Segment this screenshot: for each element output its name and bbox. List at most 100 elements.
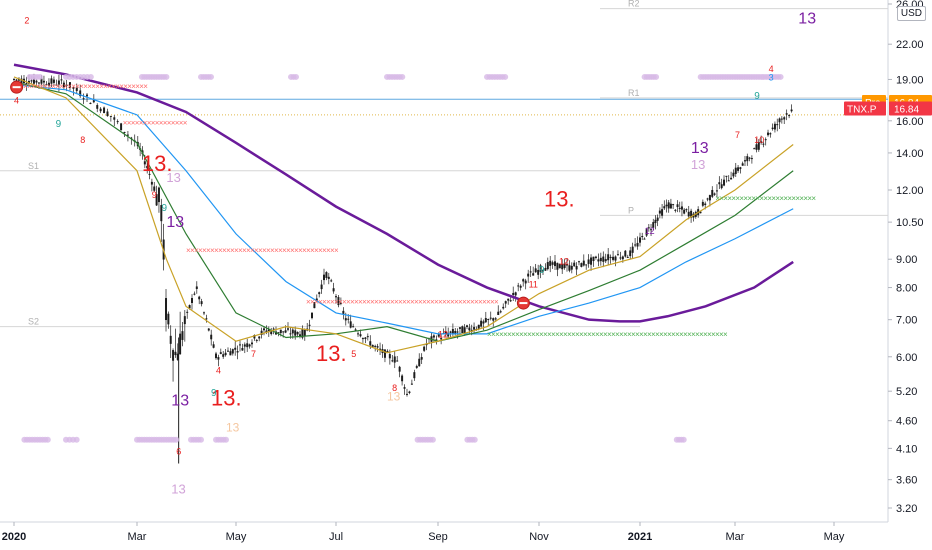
dotted-level-red: × [422, 297, 427, 306]
x-tick-label: May [824, 531, 845, 543]
candle-body [376, 346, 379, 348]
dotted-level-red: × [123, 82, 128, 91]
y-tick-label: 6.00 [896, 352, 917, 364]
candle-body [767, 132, 770, 136]
dotted-level-red: × [47, 82, 52, 91]
dotted-level-red: × [218, 246, 223, 255]
candle-body [654, 219, 657, 224]
currency-unit[interactable]: USD [896, 6, 926, 21]
candle-body [267, 329, 270, 332]
candle-body [318, 292, 321, 295]
candle-body [357, 333, 360, 335]
candle-body [106, 111, 109, 117]
candle-body [778, 118, 781, 123]
candle-body [352, 326, 355, 328]
candle-body [665, 204, 668, 207]
dot-band-marker [777, 73, 784, 80]
dotted-level-red: × [410, 297, 415, 306]
dot-band-marker [680, 436, 687, 443]
candle-body [585, 264, 588, 266]
price-value-text: 16.84 [894, 104, 919, 115]
td-count-label: 8 [80, 135, 85, 145]
candle-body [263, 328, 265, 331]
dotted-level-green: × [599, 330, 604, 339]
dotted-level-red: × [179, 118, 184, 127]
candle-body [299, 334, 301, 337]
dotted-level-red: × [139, 118, 144, 127]
candle-body [466, 325, 469, 327]
dotted-level-green: × [487, 330, 492, 339]
candle-body [179, 333, 182, 355]
dotted-level-red: × [87, 82, 92, 91]
candle-body [153, 186, 156, 191]
candle-body [415, 366, 418, 368]
dotted-level-red: × [494, 297, 499, 306]
candle-body [432, 335, 435, 338]
candle-body [301, 329, 304, 338]
candle-body [17, 79, 20, 81]
candle-body [241, 348, 244, 351]
dotted-level-red: × [338, 297, 343, 306]
dotted-level-red: × [143, 82, 148, 91]
y-tick-label: 26.00 [896, 0, 924, 11]
dotted-level-red: × [390, 297, 395, 306]
dotted-level-red: × [151, 118, 156, 127]
dotted-level-green: × [583, 330, 588, 339]
dotted-level-green: × [551, 330, 556, 339]
candle-body [82, 98, 85, 100]
dot-band-marker [44, 436, 51, 443]
candle-body [788, 115, 791, 117]
candle-body [699, 211, 702, 214]
candle-body [741, 163, 744, 166]
dotted-level-red: × [135, 82, 140, 91]
dotted-level-red: × [155, 118, 160, 127]
dotted-level-green: × [707, 330, 712, 339]
dot-band-marker [471, 436, 478, 443]
dotted-level-red: × [214, 246, 219, 255]
candle-body [116, 121, 119, 123]
dotted-level-red: × [330, 297, 335, 306]
candle-body [634, 244, 637, 246]
candle-body [647, 227, 650, 229]
candle-body [396, 360, 399, 362]
candle-body [502, 306, 505, 309]
candle-body [294, 330, 297, 336]
candle-body [650, 229, 653, 231]
dotted-level-red: × [95, 82, 100, 91]
y-tick-label: 22.00 [896, 39, 924, 51]
dotted-level-red: × [163, 118, 168, 127]
candle-body [195, 286, 198, 289]
dotted-level-red: × [99, 82, 104, 91]
candle-body [203, 312, 205, 314]
candle-body [311, 312, 313, 319]
candle-body [284, 330, 287, 333]
td-count-label: 12 [438, 330, 448, 340]
candle-body [205, 318, 208, 320]
dotted-level-red: × [458, 297, 463, 306]
candle-body [207, 328, 210, 331]
candle-body [687, 211, 690, 217]
candle-body [393, 356, 396, 363]
candle-body [215, 353, 217, 359]
candle-body [72, 87, 75, 89]
dotted-level-green: × [663, 330, 668, 339]
candle-body [253, 334, 256, 339]
dotted-level-red: × [27, 82, 32, 91]
td-count-label: 8 [392, 383, 397, 393]
dotted-level-red: × [398, 297, 403, 306]
candle-body [260, 330, 263, 335]
y-tick-label: 9.00 [896, 254, 917, 266]
td-marker: 9 [754, 91, 760, 102]
x-tick-label: 2020 [2, 531, 26, 543]
candle-body [715, 190, 718, 192]
candle-body [270, 330, 273, 335]
candle-body [661, 209, 664, 216]
candle-body [96, 105, 99, 109]
candle-body [771, 127, 774, 129]
dotted-level-red: × [107, 82, 112, 91]
candle-body [420, 357, 423, 360]
dotted-level-red: × [418, 297, 423, 306]
y-tick-label: 8.00 [896, 283, 917, 295]
candle-body [645, 229, 648, 236]
